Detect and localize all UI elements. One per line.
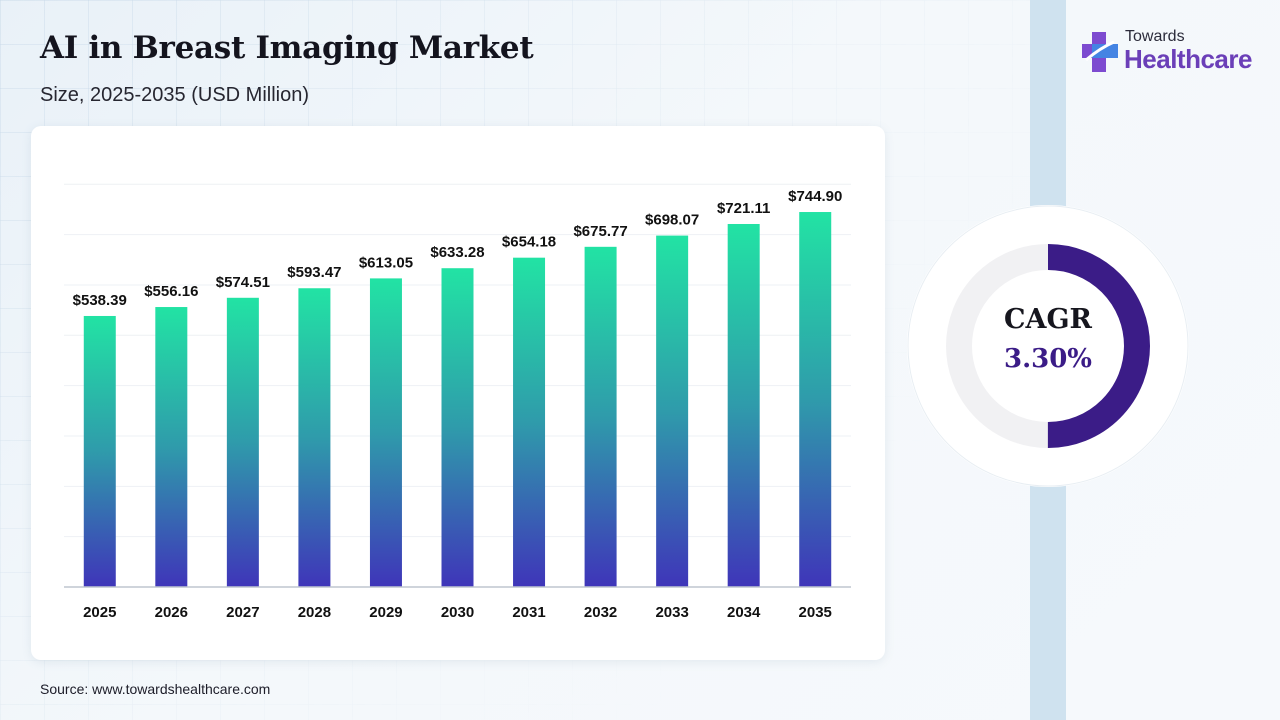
x-tick-label: 2035: [799, 604, 832, 621]
cagr-label: CAGR: [1004, 304, 1092, 335]
chart-card: $538.39 $556.16 $574.51 $593.47 $613.05 $633.…: [31, 126, 885, 660]
bars: [83, 212, 832, 587]
value-label: $538.39: [73, 292, 127, 309]
value-label: $744.90: [788, 188, 842, 205]
x-tick-labels: 2025 2026 2027 2028 2029 2030 2031 2032 2033 2034…: [83, 604, 832, 621]
bar-2031: [513, 257, 546, 587]
value-label: $633.28: [430, 244, 484, 261]
bar-chart: $538.39 $556.16 $574.51 $593.47 $613.05 $633.…: [64, 183, 851, 621]
bar-2033: [656, 235, 689, 587]
bar-2027: [226, 297, 259, 587]
value-label: $698.07: [645, 212, 699, 229]
bar-2030: [441, 268, 474, 587]
bar-2034: [727, 223, 760, 587]
value-labels: $538.39 $556.16 $574.51 $593.47 $613.05 $633.…: [73, 188, 843, 309]
cagr-value: 3.30%: [1003, 344, 1093, 374]
page-title: AI in Breast Imaging Market: [40, 30, 534, 66]
value-label: $654.18: [502, 234, 556, 251]
page-subtitle: Size, 2025-2035 (USD Million): [40, 84, 310, 106]
cagr-outer-border: [907, 205, 1189, 487]
value-label: $613.05: [359, 254, 413, 271]
brand-logo: Towards Healthcare: [1080, 28, 1260, 78]
value-label: $593.47: [287, 264, 341, 281]
x-tick-label: 2027: [226, 604, 259, 621]
x-tick-label: 2028: [298, 604, 331, 621]
value-label: $574.51: [216, 274, 270, 291]
brand-name-big: Healthcare: [1124, 44, 1252, 74]
value-label: $675.77: [573, 223, 627, 240]
x-tick-label: 2031: [512, 604, 545, 621]
x-tick-label: 2034: [727, 604, 761, 621]
cagr-ring: [907, 205, 1189, 487]
bar-2029: [369, 278, 402, 587]
x-tick-label: 2032: [584, 604, 617, 621]
source-note: Source: www.towardshealthcare.com: [40, 681, 271, 697]
x-tick-label: 2026: [155, 604, 188, 621]
bar-2025: [83, 315, 116, 587]
bar-2028: [298, 288, 331, 587]
cross-icon: [1082, 32, 1118, 72]
x-tick-label: 2030: [441, 604, 474, 621]
cagr-donut: CAGR 3.30%: [906, 204, 1190, 488]
x-tick-label: 2029: [369, 604, 402, 621]
value-label: $721.11: [717, 200, 770, 217]
value-label: $556.16: [144, 283, 198, 300]
cagr-arc: [946, 244, 1150, 448]
bar-2035: [799, 212, 832, 587]
x-tick-label: 2033: [655, 604, 688, 621]
bar-2032: [584, 246, 617, 587]
bar-2026: [155, 307, 188, 587]
x-tick-label: 2025: [83, 604, 116, 621]
brand-name-small: Towards: [1125, 28, 1185, 45]
